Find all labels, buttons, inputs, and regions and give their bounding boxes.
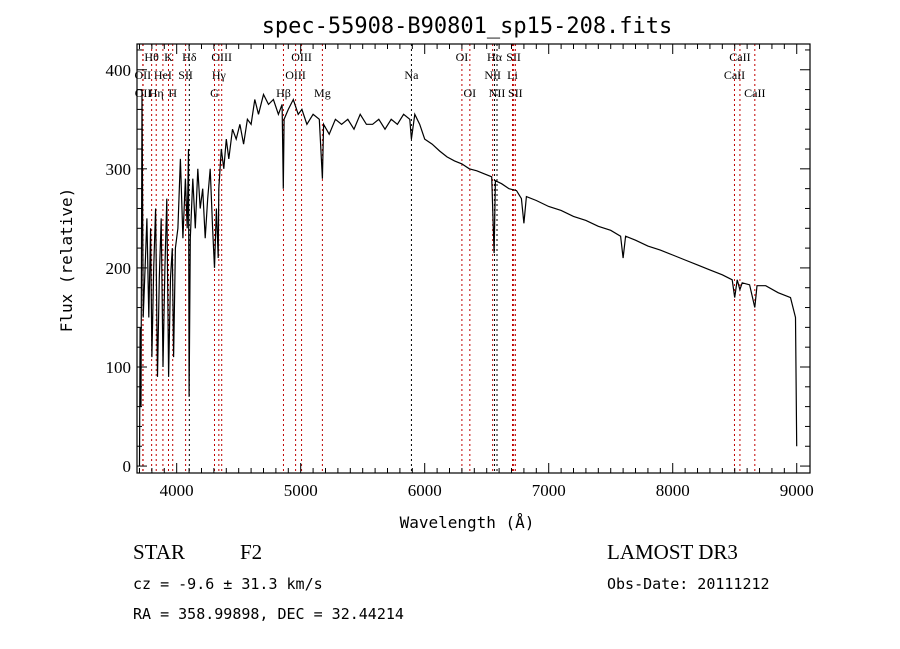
y-tick-label: 0	[123, 457, 132, 476]
spectral-line-label: Mg	[314, 86, 331, 100]
spectrum-line	[138, 89, 798, 467]
spectral-line-label: Li	[507, 68, 518, 82]
spectral-line-label: OIII	[211, 50, 232, 64]
axis-ticks: 4000 5000 6000 7000 8000 9000 0 100 200 300 400	[106, 44, 814, 500]
spectral-line-label: OIII	[291, 50, 312, 64]
spectral-line-label: OIII	[285, 68, 306, 82]
spectral-line-label: CaII	[729, 50, 750, 64]
spectral-line-label: HeI	[154, 68, 172, 82]
chart-title: spec-55908-B90801_sp15-208.fits	[262, 14, 673, 39]
spectral-line-label: OI	[456, 50, 469, 64]
x-tick-label: 8000	[656, 481, 690, 500]
spectral-line-label: CaII	[744, 86, 765, 100]
spectral-line-label: Na	[404, 68, 419, 82]
spectral-line-label: Hη	[149, 86, 164, 100]
spectral-line-label: K	[164, 50, 173, 64]
y-tick-label: 300	[106, 160, 132, 179]
x-axis-label: Wavelength (Å)	[400, 513, 535, 532]
spectral-line-label: H	[168, 86, 177, 100]
spectral-line-label: Hβ	[276, 86, 291, 100]
spectral-line-label: G	[210, 86, 219, 100]
spectral-line-label: Hγ	[212, 68, 227, 82]
y-tick-label: 200	[106, 259, 132, 278]
x-tick-label: 7000	[532, 481, 566, 500]
survey-name: LAMOST DR3	[607, 540, 738, 564]
plot-frame	[136, 43, 811, 474]
spectral-line-label: OI	[464, 86, 477, 100]
object-class: STAR	[133, 540, 185, 564]
obs-date: Obs-Date: 20111212	[607, 575, 770, 593]
y-axis-label: Flux (relative)	[57, 188, 76, 333]
spectral-line-label: NII	[484, 68, 501, 82]
x-tick-label: 5000	[284, 481, 318, 500]
spectral-line-label: Hθ	[144, 50, 159, 64]
spectral-line-label: Hα	[487, 50, 503, 64]
spectral-line-label: CaII	[724, 68, 745, 82]
redshift-cz: cz = -9.6 ± 31.3 km/s	[133, 575, 323, 593]
y-tick-label: 400	[106, 61, 132, 80]
x-tick-label: 6000	[408, 481, 442, 500]
coordinates: RA = 358.99898, DEC = 32.44214	[133, 605, 404, 623]
spectral-line-label: SII	[178, 68, 193, 82]
spectral-line-label: SII	[506, 50, 521, 64]
spectral-line-label: NII	[489, 86, 506, 100]
y-tick-label: 100	[106, 358, 132, 377]
x-tick-label: 9000	[780, 481, 814, 500]
spectral-line-label: SII	[508, 86, 523, 100]
object-subclass: F2	[240, 540, 262, 564]
spectral-line-label: Hδ	[182, 50, 197, 64]
x-tick-label: 4000	[160, 481, 194, 500]
